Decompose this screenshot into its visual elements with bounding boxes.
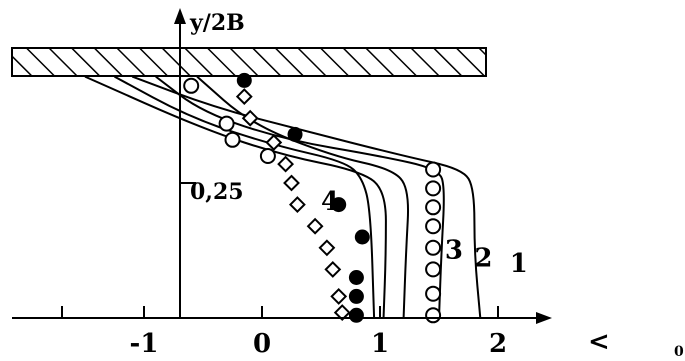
x-tick-label: 1 [371,329,389,359]
curve-3 [196,75,410,319]
diamond-point [241,109,259,127]
curve-unlabeled-4 [114,75,376,319]
diamond-point [283,174,300,192]
x-tick-label: 0 [253,329,271,359]
open-circle-point [425,161,442,178]
y-axis-arrow-icon [174,8,186,24]
x-tick-label: -1 [130,329,159,359]
diamond-point [265,134,283,151]
filled-circle-point [236,72,252,88]
diamond-point [277,155,295,173]
curve-2 [155,75,445,319]
y-tick-label: 0,25 [190,179,244,205]
open-circle-point [218,115,235,132]
wall-hatch [11,47,487,77]
open-circle-point [425,218,442,235]
filled-circle-point [287,126,303,142]
axes-layer [12,8,552,324]
curve-1 [131,75,482,319]
x-tick-label: 2 [489,329,507,359]
open-circle-point [425,180,442,197]
diamond-point [288,196,306,214]
open-circle-point [425,285,442,302]
curve-labels-layer: 4 3 2 1 [321,187,528,279]
curves-layer [84,75,482,319]
x-axis-arrow-icon [536,312,552,324]
open-circle-point [425,199,442,216]
filled-circle-point [348,288,364,304]
open-circle-point [425,307,442,324]
ticks-layer: -1 0 1 2 0,25 [61,179,507,359]
filled-circle-point [354,229,370,245]
curve-label-4: 4 [321,187,339,217]
diamond-point [333,304,351,322]
diamond-point [324,260,342,278]
filled-circle-point [331,197,347,213]
curve-label-3: 3 [445,236,463,266]
x-axis-label: < [588,327,610,357]
open-circle-point [259,148,276,164]
curve-4 [84,75,387,319]
markers-layer [183,72,442,324]
diamond-point [318,239,336,257]
curve-label-1: 1 [510,249,528,279]
y-axis-label: y/2B [189,10,245,36]
open-circle-point [425,239,442,256]
filled-circle-point [348,307,364,323]
diamond-point [306,217,324,235]
open-circle-point [224,131,241,148]
open-circle-point [183,77,200,94]
open-circle-point [425,261,442,278]
filled-circle-point [348,270,364,285]
curve-label-2: 2 [474,244,492,274]
corner-label: 0 [674,344,684,360]
diamond-point [330,287,348,305]
diamond-point [235,88,253,106]
